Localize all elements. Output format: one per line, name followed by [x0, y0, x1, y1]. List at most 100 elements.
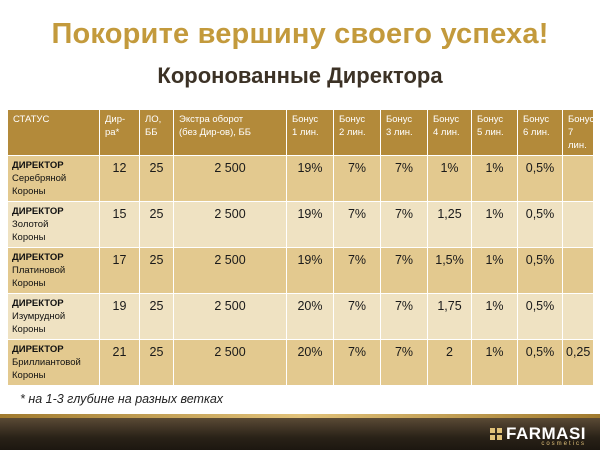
- column-header-line: Экстра оборот: [179, 114, 244, 125]
- table-cell: 19%: [286, 155, 334, 202]
- table-cell: 0,25: [562, 339, 594, 386]
- table-cell: 7%: [380, 247, 428, 294]
- table-cell: 15: [99, 201, 140, 248]
- table-cell: [562, 155, 594, 202]
- column-header-2: ЛО, ББ: [139, 109, 174, 156]
- column-header-line: 5 лин.: [477, 127, 504, 138]
- table-cell: 1%: [427, 155, 472, 202]
- status-line: Изумрудной: [12, 311, 66, 322]
- bonus-table: СТАТУС Дир-ра* ЛО, ББ Экстра оборот (без Дир-…: [7, 109, 594, 386]
- status-line: Короны: [12, 324, 46, 335]
- table-cell: 12: [99, 155, 140, 202]
- column-header-line: ЛО,: [145, 114, 162, 125]
- table-cell: 25: [139, 339, 174, 386]
- column-header-0: СТАТУС: [7, 109, 100, 156]
- status-line: Золотой: [12, 219, 49, 230]
- table-cell: 21: [99, 339, 140, 386]
- column-header-line: СТАТУС: [13, 114, 50, 125]
- status-cell: ДИРЕКТОР Золотой Короны: [7, 201, 100, 248]
- status-line: Серебряной: [12, 173, 67, 184]
- table-cell: 1,5%: [427, 247, 472, 294]
- status-title: ДИРЕКТОР: [12, 206, 64, 217]
- table-header-row: СТАТУС Дир-ра* ЛО, ББ Экстра оборот (без Дир-…: [7, 109, 595, 156]
- column-header-6: Бонус 3 лин.: [380, 109, 428, 156]
- table-cell: 7%: [333, 201, 381, 248]
- brand-tagline: cosmetics: [541, 441, 586, 447]
- table-cell: 1%: [471, 293, 518, 340]
- table-cell: [562, 293, 594, 340]
- column-header-9: Бонус 6 лин.: [517, 109, 563, 156]
- table-cell: 7%: [333, 247, 381, 294]
- table-cell: 1%: [471, 201, 518, 248]
- table-cell: 2 500: [173, 339, 287, 386]
- table-cell: 7%: [333, 339, 381, 386]
- column-header-line: Бонус: [386, 114, 413, 125]
- table-cell: 0,5%: [517, 247, 563, 294]
- table-cell: 25: [139, 201, 174, 248]
- column-header-line: 2 лин.: [339, 127, 366, 138]
- table-row: ДИРЕКТОР Платиновой Короны 17 25 2 500 19% 7% 7%…: [7, 247, 594, 294]
- table-cell: 1%: [471, 155, 518, 202]
- status-line: Платиновой: [12, 265, 66, 276]
- table-cell: 25: [139, 155, 174, 202]
- column-header-line: Бонус: [523, 114, 550, 125]
- table-body: ДИРЕКТОР Серебряной Короны 12 25 2 500 19% 7% 7%…: [7, 155, 594, 386]
- footer-gold-stripe: [0, 414, 600, 419]
- table-cell: 2 500: [173, 293, 287, 340]
- footnote: * на 1-3 глубине на разных ветках: [20, 392, 224, 406]
- table-cell: 2 500: [173, 247, 287, 294]
- table-cell: 1%: [471, 339, 518, 386]
- table-cell: 0,5%: [517, 293, 563, 340]
- table-cell: 7%: [380, 155, 428, 202]
- table-row: ДИРЕКТОР Серебряной Короны 12 25 2 500 19% 7% 7%…: [7, 155, 594, 202]
- column-header-line: Бонус: [568, 114, 595, 125]
- status-cell: ДИРЕКТОР Изумрудной Короны: [7, 293, 100, 340]
- table-cell: 20%: [286, 339, 334, 386]
- table-row: ДИРЕКТОР Золотой Короны 15 25 2 500 19% 7% 7% 1,2…: [7, 201, 594, 248]
- column-header-1: Дир-ра*: [99, 109, 140, 156]
- column-header-line: Бонус: [292, 114, 319, 125]
- status-line: Короны: [12, 278, 46, 289]
- column-header-line: Дир-: [105, 114, 126, 125]
- column-header-line: (без Дир-ов), ББ: [179, 127, 251, 138]
- table-cell: 2: [427, 339, 472, 386]
- column-header-line: 4 лин.: [433, 127, 460, 138]
- column-header-4: Бонус 1 лин.: [286, 109, 334, 156]
- column-header-line: Бонус: [339, 114, 366, 125]
- status-title: ДИРЕКТОР: [12, 160, 64, 171]
- table-cell: 1,25: [427, 201, 472, 248]
- status-cell: ДИРЕКТОР Бриллиантовой Короны: [7, 339, 100, 386]
- status-line: Короны: [12, 232, 46, 243]
- status-title: ДИРЕКТОР: [12, 298, 64, 309]
- table-cell: 7%: [380, 201, 428, 248]
- table-cell: 20%: [286, 293, 334, 340]
- status-line: Короны: [12, 186, 46, 197]
- column-header-line: ББ: [145, 127, 158, 138]
- column-header-10: Бонус 7 лин.: [562, 109, 595, 156]
- table-cell: 0,5%: [517, 201, 563, 248]
- table-cell: [562, 247, 594, 294]
- table-cell: 7%: [380, 293, 428, 340]
- column-header-8: Бонус 5 лин.: [471, 109, 518, 156]
- table-cell: 0,5%: [517, 339, 563, 386]
- table-cell: 19: [99, 293, 140, 340]
- status-title: ДИРЕКТОР: [12, 344, 64, 355]
- table-row: ДИРЕКТОР Изумрудной Короны 19 25 2 500 20% 7% 7%…: [7, 293, 594, 340]
- table-cell: 19%: [286, 201, 334, 248]
- table-cell: 1%: [471, 247, 518, 294]
- column-header-line: 3 лин.: [386, 127, 413, 138]
- column-header-line: 1 лин.: [292, 127, 319, 138]
- table-cell: 17: [99, 247, 140, 294]
- column-header-line: ра*: [105, 127, 120, 138]
- farmasi-logo-icon: [490, 428, 502, 440]
- footer-bar: [0, 418, 600, 450]
- column-header-line: Бонус: [477, 114, 504, 125]
- column-header-5: Бонус 2 лин.: [333, 109, 381, 156]
- brand-logo: FARMASI: [490, 424, 586, 444]
- table-cell: 1,75: [427, 293, 472, 340]
- status-title: ДИРЕКТОР: [12, 252, 64, 263]
- page-title: Покорите вершину своего успеха!: [51, 18, 549, 50]
- status-line: Бриллиантовой: [12, 357, 81, 368]
- table-cell: 2 500: [173, 155, 287, 202]
- column-header-line: Бонус: [433, 114, 460, 125]
